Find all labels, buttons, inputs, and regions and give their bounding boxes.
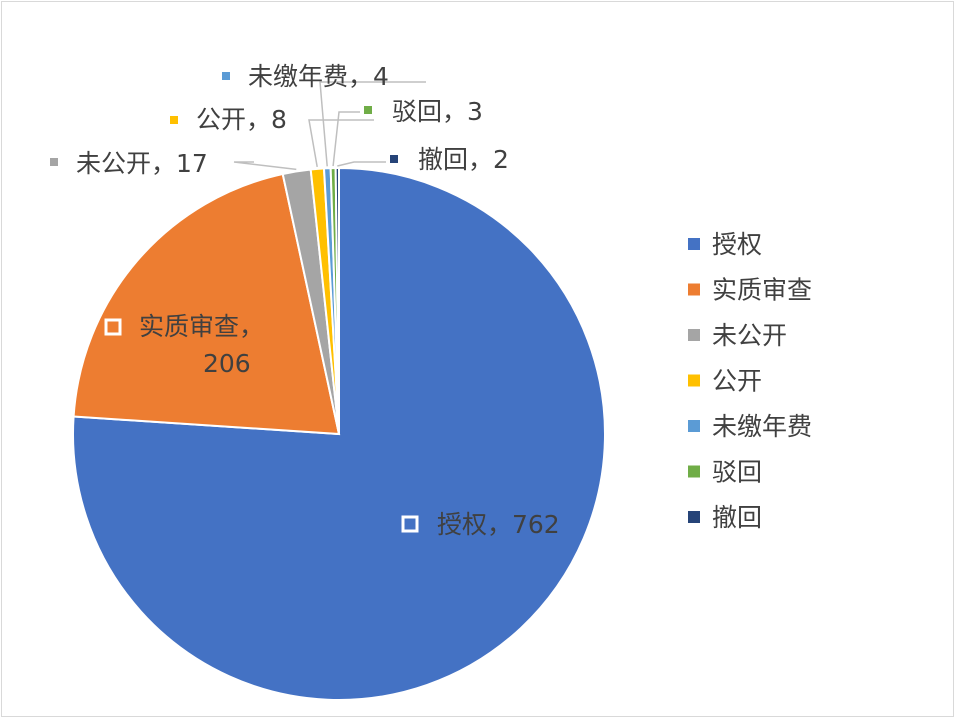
legend-entry-1: 实质审查 [712, 276, 812, 305]
data-label-3: 公开，8 [196, 105, 287, 134]
label-key-5 [364, 106, 372, 114]
legend-entry-6: 撤回 [712, 503, 762, 532]
legend-entry-2: 未公开 [712, 321, 787, 350]
data-label-5: 驳回，3 [392, 97, 483, 126]
pie-slice-6 [334, 166, 340, 435]
legend-swatch-3 [688, 374, 700, 387]
leader-line-2 [233, 161, 297, 171]
legend-swatch-1 [688, 283, 700, 296]
legend-swatch-6 [688, 511, 700, 523]
data-label-4: 未缴年费，4 [248, 62, 389, 91]
pie-slice-1 [72, 172, 341, 436]
label-key-2 [50, 158, 58, 166]
data-label-1: 实质审查， [139, 312, 264, 341]
legend-entry-5: 驳回 [712, 458, 762, 487]
label-key-3 [170, 116, 178, 124]
pie-slices [72, 166, 607, 701]
legend-swatch-2 [688, 329, 700, 341]
leader-line-6 [337, 161, 386, 167]
legend-swatch-4 [688, 420, 700, 432]
leader-lines [233, 81, 426, 171]
label-key-0 [401, 515, 419, 533]
label-key-4 [222, 72, 230, 80]
leader-line-3 [308, 119, 374, 168]
legend-entry-0: 授权 [712, 230, 762, 259]
legend-entry-4: 未缴年费 [712, 412, 812, 441]
data-label-1-value: 206 [203, 349, 251, 378]
label-key-1 [104, 318, 122, 336]
legend-entry-3: 公开 [712, 367, 762, 396]
leader-line-4 [319, 81, 426, 167]
legend-swatch-5 [688, 465, 700, 478]
data-labels: 授权，762 实质审查， 206 未公开，17 公开，8 未缴年费，4驳回，3 撤回，2 [50, 62, 560, 539]
leader-line-5 [332, 111, 360, 167]
legend-swatch-0 [688, 238, 700, 250]
data-label-2: 未公开，17 [76, 149, 208, 178]
data-label-0: 授权，762 [437, 510, 560, 539]
data-label-6: 撤回，2 [418, 145, 509, 174]
label-key-6 [390, 155, 398, 163]
